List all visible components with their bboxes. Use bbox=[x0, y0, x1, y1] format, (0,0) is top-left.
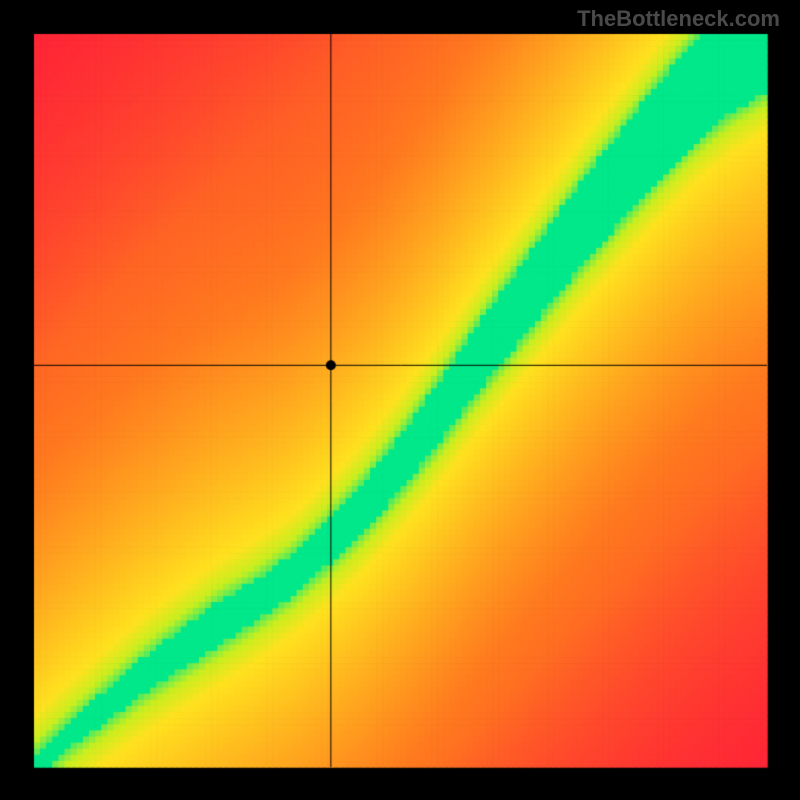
watermark-text: TheBottleneck.com bbox=[577, 6, 780, 32]
bottleneck-heatmap bbox=[0, 0, 800, 800]
chart-container: TheBottleneck.com bbox=[0, 0, 800, 800]
